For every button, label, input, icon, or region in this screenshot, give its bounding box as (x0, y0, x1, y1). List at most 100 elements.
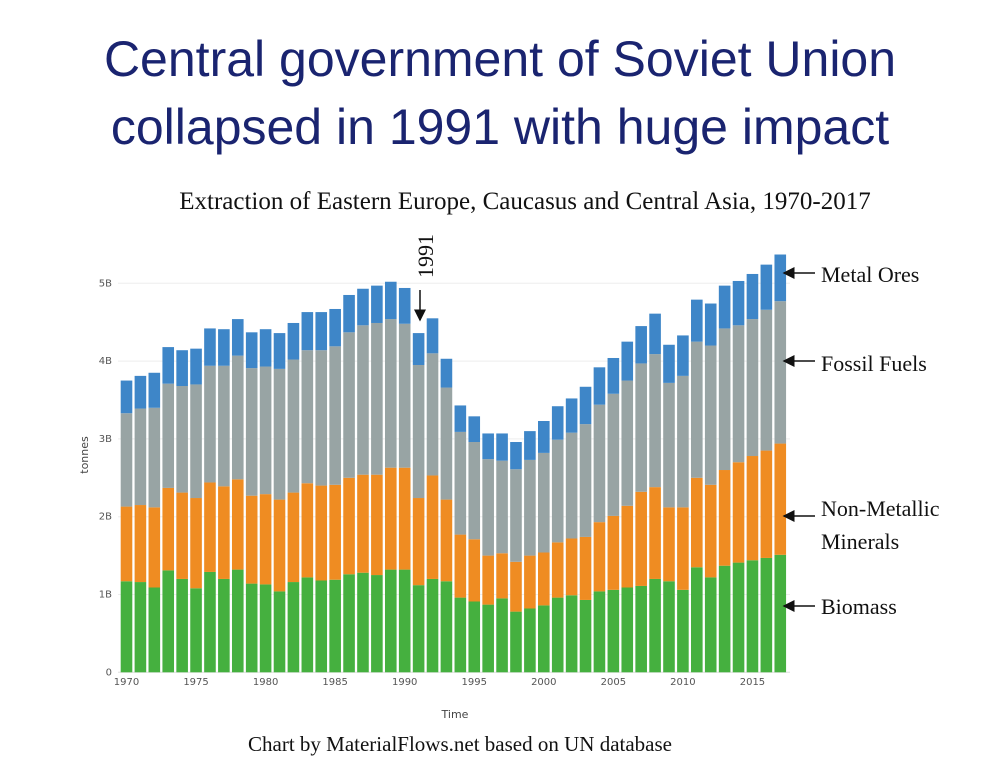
bar-non-metallic-minerals-1994 (454, 534, 467, 598)
bar-biomass-1993 (440, 581, 453, 673)
bar-biomass-2007 (635, 585, 647, 673)
bar-fossil-fuels-2005 (607, 393, 620, 516)
bar-non-metallic-minerals-1993 (440, 499, 453, 582)
x-tick-label: 1975 (183, 677, 208, 688)
bar-metal-ores-1984 (315, 312, 328, 351)
bar-fossil-fuels-2009 (663, 382, 675, 508)
y-tick-label: 5B (99, 278, 112, 289)
bar-fossil-fuels-1973 (162, 383, 175, 488)
bar-non-metallic-minerals-2001 (551, 542, 564, 598)
bar-biomass-1985 (329, 579, 341, 673)
bar-fossil-fuels-1991 (412, 364, 425, 499)
bar-non-metallic-minerals-2013 (718, 470, 731, 566)
legend-label-fossil-fuels: Fossil Fuels (821, 351, 927, 376)
bar-fossil-fuels-2012 (704, 345, 717, 485)
bar-biomass-1981 (273, 591, 286, 673)
bar-non-metallic-minerals-1991 (412, 498, 425, 586)
bar-metal-ores-1973 (162, 347, 175, 384)
bar-fossil-fuels-2015 (746, 319, 759, 457)
bar-metal-ores-2017 (774, 254, 787, 302)
bar-metal-ores-1972 (148, 372, 161, 408)
x-tick-label: 2010 (670, 677, 695, 688)
x-tick-label: 1985 (322, 677, 347, 688)
bar-metal-ores-2004 (593, 367, 606, 405)
bar-non-metallic-minerals-1983 (301, 483, 314, 578)
bar-non-metallic-minerals-1986 (343, 477, 355, 575)
bar-metal-ores-2013 (718, 285, 731, 329)
bar-metal-ores-2009 (663, 344, 675, 383)
bar-non-metallic-minerals-1990 (398, 467, 411, 570)
bar-fossil-fuels-1992 (426, 353, 439, 476)
bar-biomass-1991 (412, 585, 425, 673)
bar-metal-ores-2010 (677, 335, 689, 376)
bar-fossil-fuels-2008 (649, 354, 661, 488)
bar-non-metallic-minerals-1999 (524, 555, 536, 609)
bar-metal-ores-1997 (496, 433, 508, 461)
bar-non-metallic-minerals-1970 (120, 506, 133, 582)
bar-non-metallic-minerals-1977 (218, 486, 230, 579)
x-axis-label: Time (441, 708, 469, 721)
bar-fossil-fuels-1993 (440, 387, 453, 500)
bar-biomass-1982 (287, 582, 300, 673)
bar-biomass-2003 (579, 599, 592, 673)
bar-fossil-fuels-1977 (218, 365, 230, 487)
bar-metal-ores-2008 (649, 313, 661, 355)
bar-biomass-1971 (134, 582, 147, 673)
bar-biomass-1974 (176, 578, 188, 673)
slide-title-line1: Central government of Soviet Union (103, 31, 897, 87)
chart-source-note: Chart by MaterialFlows.net based on UN d… (248, 732, 672, 756)
bar-metal-ores-1994 (454, 405, 467, 432)
bar-metal-ores-2001 (551, 406, 564, 440)
bar-non-metallic-minerals-1976 (204, 482, 216, 572)
bar-non-metallic-minerals-1985 (329, 484, 341, 580)
bar-biomass-1998 (510, 611, 522, 673)
bar-fossil-fuels-1988 (371, 322, 383, 475)
bar-biomass-2001 (551, 597, 564, 673)
legend-label-non-metallic-2: Minerals (821, 529, 899, 554)
bar-fossil-fuels-2001 (551, 439, 564, 543)
bar-non-metallic-minerals-1971 (134, 505, 147, 583)
bar-biomass-2005 (607, 589, 620, 673)
bar-non-metallic-minerals-1980 (259, 494, 272, 585)
bar-fossil-fuels-1994 (454, 431, 467, 535)
bar-metal-ores-1976 (204, 328, 216, 366)
bar-fossil-fuels-1970 (120, 413, 133, 507)
bar-biomass-2010 (677, 589, 689, 673)
bar-biomass-2006 (621, 587, 634, 673)
bar-non-metallic-minerals-2014 (732, 462, 745, 563)
bar-metal-ores-2007 (635, 326, 647, 364)
bar-fossil-fuels-1986 (343, 332, 355, 478)
bar-biomass-1989 (384, 569, 397, 673)
bar-biomass-1983 (301, 577, 314, 673)
bar-metal-ores-2005 (607, 357, 620, 394)
bar-non-metallic-minerals-2009 (663, 507, 675, 582)
bar-non-metallic-minerals-2008 (649, 487, 661, 579)
bar-biomass-1999 (524, 608, 536, 673)
bar-metal-ores-1979 (245, 332, 258, 369)
bar-fossil-fuels-2003 (579, 424, 592, 537)
bar-biomass-1995 (468, 601, 481, 673)
bar-biomass-2015 (746, 560, 759, 673)
bar-non-metallic-minerals-1982 (287, 492, 300, 583)
bar-fossil-fuels-1984 (315, 350, 328, 486)
bar-fossil-fuels-1972 (148, 407, 161, 508)
bar-metal-ores-2014 (732, 280, 745, 326)
bar-fossil-fuels-2011 (691, 341, 703, 478)
bar-metal-ores-1992 (426, 318, 439, 354)
bar-metal-ores-2000 (538, 421, 550, 453)
legend-label-biomass: Biomass (821, 594, 897, 619)
bar-non-metallic-minerals-2004 (593, 522, 606, 592)
bar-fossil-fuels-1998 (510, 469, 522, 562)
bar-non-metallic-minerals-2010 (677, 507, 689, 590)
bar-non-metallic-minerals-2002 (565, 538, 578, 596)
bar-metal-ores-1983 (301, 312, 314, 351)
bar-biomass-1997 (496, 598, 508, 673)
bar-metal-ores-1974 (176, 350, 188, 386)
bar-non-metallic-minerals-1998 (510, 561, 522, 612)
bar-non-metallic-minerals-1978 (231, 479, 244, 570)
bar-biomass-1976 (204, 571, 216, 673)
bar-fossil-fuels-2006 (621, 380, 634, 506)
bar-biomass-1986 (343, 574, 355, 673)
y-tick-label: 4B (99, 356, 112, 367)
bar-metal-ores-2003 (579, 386, 592, 425)
